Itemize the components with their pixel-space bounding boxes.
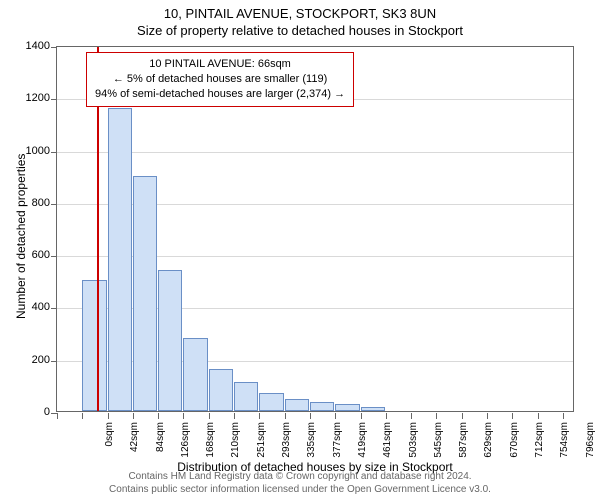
xtick-label: 754sqm — [559, 422, 570, 472]
xtick-label: 293sqm — [281, 422, 292, 472]
histogram-bar — [133, 176, 157, 411]
histogram-bar — [158, 270, 182, 411]
xtick-label: 84sqm — [155, 422, 166, 472]
xtick-label: 168sqm — [205, 422, 216, 472]
xtick — [133, 413, 134, 419]
ytick — [51, 361, 57, 362]
xtick — [436, 413, 437, 419]
infobox: 10 PINTAIL AVENUE: 66sqm ← 5% of detache… — [86, 52, 354, 107]
histogram-bar — [310, 402, 334, 411]
xtick — [386, 413, 387, 419]
xtick — [209, 413, 210, 419]
infobox-line1: 10 PINTAIL AVENUE: 66sqm — [95, 57, 345, 72]
ytick-label: 1400 — [12, 40, 50, 52]
xtick — [335, 413, 336, 419]
xtick — [487, 413, 488, 419]
xtick — [82, 413, 83, 419]
histogram-bar — [209, 369, 233, 411]
xtick — [411, 413, 412, 419]
histogram-bar — [234, 382, 258, 411]
title-sub: Size of property relative to detached ho… — [0, 21, 600, 38]
ytick — [51, 256, 57, 257]
gridline — [57, 152, 573, 153]
xtick-label: 377sqm — [332, 422, 343, 472]
xtick-label: 712sqm — [534, 422, 545, 472]
xtick — [512, 413, 513, 419]
infobox-line2: ← 5% of detached houses are smaller (119… — [95, 72, 345, 87]
xtick — [563, 413, 564, 419]
xtick — [285, 413, 286, 419]
y-axis-label: Number of detached properties — [14, 154, 28, 319]
ytick — [51, 47, 57, 48]
xtick — [538, 413, 539, 419]
histogram-bar — [82, 280, 106, 411]
xtick-label: 670sqm — [509, 422, 520, 472]
xtick — [158, 413, 159, 419]
ytick — [51, 308, 57, 309]
histogram-bar — [285, 399, 309, 411]
xtick — [310, 413, 311, 419]
xtick-label: 210sqm — [230, 422, 241, 472]
infobox-line3: 94% of semi-detached houses are larger (… — [95, 87, 345, 102]
xtick-label: 503sqm — [408, 422, 419, 472]
ytick-label: 600 — [12, 249, 50, 261]
xtick-label: 587sqm — [458, 422, 469, 472]
histogram-bar — [183, 338, 207, 411]
chart-area: 10 PINTAIL AVENUE: 66sqm ← 5% of detache… — [56, 46, 574, 412]
histogram-bar — [259, 393, 283, 411]
histogram-bar — [335, 404, 359, 411]
footer: Contains HM Land Registry data © Crown c… — [0, 470, 600, 496]
xtick — [234, 413, 235, 419]
xtick-label: 629sqm — [483, 422, 494, 472]
xtick-label: 126sqm — [180, 422, 191, 472]
xtick-label: 42sqm — [129, 422, 140, 472]
ytick-label: 0 — [12, 406, 50, 418]
ytick — [51, 204, 57, 205]
footer-line2: Contains public sector information licen… — [0, 483, 600, 496]
xtick-label: 419sqm — [357, 422, 368, 472]
histogram-bar — [361, 407, 385, 411]
xtick-label: 0sqm — [104, 422, 115, 472]
xtick — [108, 413, 109, 419]
xtick-label: 251sqm — [256, 422, 267, 472]
ytick-label: 400 — [12, 301, 50, 313]
xtick-label: 545sqm — [433, 422, 444, 472]
title-main: 10, PINTAIL AVENUE, STOCKPORT, SK3 8UN — [0, 0, 600, 21]
ytick-label: 200 — [12, 354, 50, 366]
ytick-label: 800 — [12, 197, 50, 209]
xtick-label: 335sqm — [306, 422, 317, 472]
ytick — [51, 99, 57, 100]
ytick-label: 1200 — [12, 92, 50, 104]
xtick — [462, 413, 463, 419]
ytick-label: 1000 — [12, 145, 50, 157]
xtick-label: 796sqm — [585, 422, 596, 472]
xtick — [259, 413, 260, 419]
ytick — [51, 152, 57, 153]
xtick — [361, 413, 362, 419]
xtick — [183, 413, 184, 419]
histogram-bar — [108, 108, 132, 411]
xtick — [57, 413, 58, 419]
xtick-label: 461sqm — [382, 422, 393, 472]
